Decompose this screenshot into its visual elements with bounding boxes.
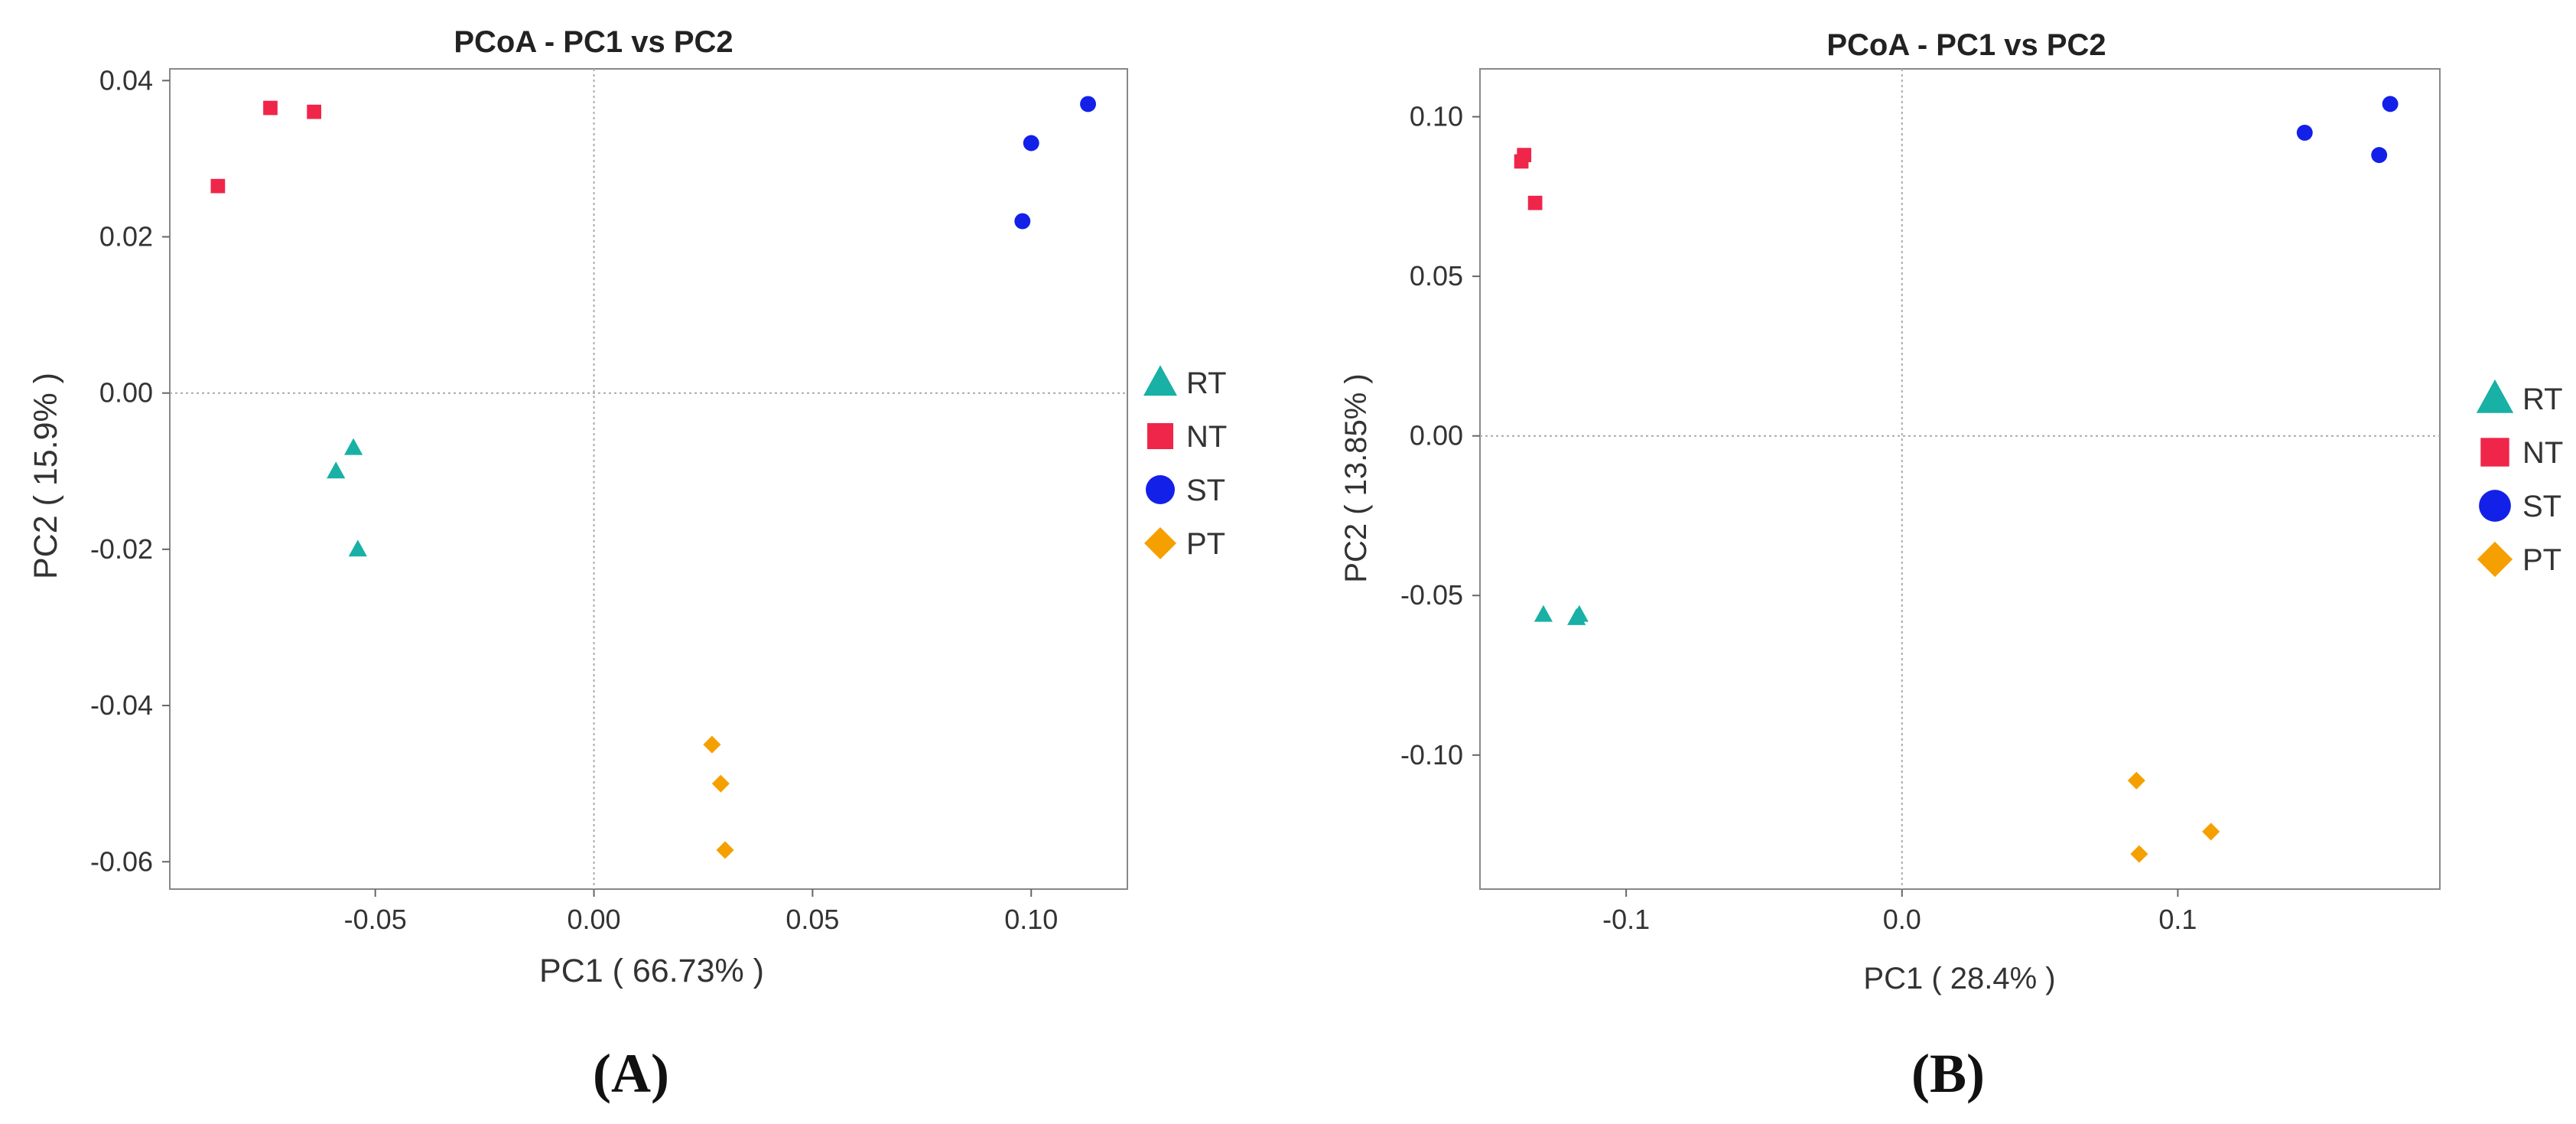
chart-a-y-tick-label: -0.02: [90, 533, 153, 565]
chart-a-legend: RT NT ST PT: [1143, 365, 1227, 561]
chart-a-legend-label-rt: RT: [1186, 367, 1227, 400]
chart-b-y-tick-label: 0.00: [1410, 420, 1463, 451]
chart-b-legend-marker-nt: [2480, 438, 2509, 467]
chart-a-point-rt: [348, 539, 367, 557]
chart-a-point-nt: [307, 104, 322, 119]
chart-b-legend: RT NT ST PT: [2476, 379, 2563, 578]
chart-b-points: [1514, 96, 2399, 863]
chart-b-legend-label-nt: NT: [2522, 436, 2563, 470]
chart-b-x-axis-title: PC1 ( 28.4% ): [1863, 962, 2055, 995]
chart-a-y-ticks: -0.06 -0.04 -0.02 0.00 0.02 0.04: [90, 64, 170, 877]
chart-a-y-tick-label: -0.04: [90, 689, 153, 721]
chart-b-point-nt: [1517, 148, 1532, 162]
chart-a-legend-label-nt: NT: [1186, 420, 1227, 454]
chart-a-point-nt: [210, 178, 226, 194]
chart-b-point-rt: [1569, 604, 1589, 622]
chart-a-point-pt: [716, 841, 734, 859]
chart-a-x-axis-title: PC1 ( 66.73% ): [539, 953, 764, 989]
chart-a-x-tick-label: 0.00: [567, 904, 620, 935]
chart-a-legend-marker-rt: [1143, 365, 1177, 396]
chart-b-y-tick-label: -0.10: [1400, 739, 1463, 771]
chart-a-x-tick-label: 0.10: [1004, 904, 1058, 935]
chart-a-x-tick-label: -0.05: [344, 904, 407, 935]
chart-b-y-axis-title: PC2 ( 13.85% ): [1339, 373, 1373, 582]
chart-a-point-pt: [711, 774, 730, 793]
chart-a-title: PCoA - PC1 vs PC2: [454, 25, 733, 59]
chart-b-point-st: [2296, 124, 2313, 141]
chart-b-y-tick-label: 0.10: [1410, 101, 1463, 132]
chart-a-point-st: [1023, 135, 1039, 151]
chart-b-x-tick-label: -0.1: [1602, 904, 1650, 935]
chart-b-y-tick-label: 0.05: [1410, 260, 1463, 292]
chart-b-legend-label-st: ST: [2522, 490, 2561, 523]
chart-a-point-st: [1014, 213, 1031, 230]
chart-a-point-rt: [344, 438, 363, 455]
chart-b-title: PCoA - PC1 vs PC2: [1826, 28, 2106, 62]
chart-b-point-nt: [1527, 195, 1543, 210]
chart-b-point-rt: [1534, 604, 1553, 622]
chart-a-y-tick-label: 0.02: [99, 221, 153, 252]
chart-b-legend-marker-st: [2479, 490, 2511, 522]
chart-a-legend-marker-pt: [1144, 527, 1176, 559]
chart-a-x-tick-label: 0.05: [785, 904, 839, 935]
chart-a-y-tick-label: 0.00: [99, 377, 153, 409]
chart-b-legend-marker-rt: [2476, 379, 2514, 413]
chart-b-legend-label-pt: PT: [2522, 543, 2561, 577]
chart-b-legend-marker-pt: [2477, 541, 2513, 578]
chart-b-y-ticks: -0.10 -0.05 0.00 0.05 0.10: [1400, 101, 1480, 771]
chart-b-panel-label: (B): [1911, 1043, 1985, 1104]
chart-b-point-pt: [2202, 823, 2220, 841]
chart-b-y-tick-label: -0.05: [1400, 579, 1463, 611]
chart-a-legend-label-st: ST: [1186, 474, 1225, 507]
chart-a-point-pt: [703, 735, 721, 754]
chart-a-y-tick-label: -0.06: [90, 845, 153, 877]
chart-a-point-nt: [263, 100, 278, 116]
chart-a-legend-label-pt: PT: [1186, 527, 1225, 561]
chart-b-point-st: [2382, 96, 2399, 112]
chart-b-x-tick-label: 0.0: [1883, 904, 1921, 935]
chart-a-legend-marker-nt: [1147, 423, 1173, 449]
chart-panel-a: PCoA - PC1 vs PC2 -0.06 -0.04 -0.02 0.00 0.0…: [28, 25, 1227, 1104]
chart-b-x-ticks: -0.1 0.0 0.1: [1602, 889, 2197, 935]
chart-a-panel-label: (A): [593, 1043, 669, 1104]
chart-a-plot-frame: [169, 68, 1128, 890]
chart-a-y-axis-title: PC2 ( 15.9% ): [28, 373, 64, 579]
chart-a-legend-marker-st: [1146, 475, 1175, 504]
chart-b-point-st: [2371, 147, 2388, 164]
chart-a-zero-lines: [170, 69, 1127, 889]
chart-a-y-tick-label: 0.04: [99, 64, 153, 96]
chart-b-point-pt: [2130, 845, 2148, 863]
chart-a-point-st: [1080, 96, 1096, 112]
chart-b-legend-label-rt: RT: [2522, 383, 2563, 416]
chart-b-x-tick-label: 0.1: [2158, 904, 2197, 935]
chart-b-point-pt: [2127, 771, 2145, 790]
chart-a-point-rt: [327, 461, 346, 479]
chart-b-plot-frame: [1479, 68, 2441, 890]
chart-b-zero-lines: [1480, 69, 2440, 889]
chart-a-points: [210, 96, 1096, 859]
chart-panel-b: PCoA - PC1 vs PC2 -0.10-0.050.000.050.10…: [1339, 28, 2563, 1104]
chart-a-x-ticks: -0.05 0.00 0.05 0.10: [344, 889, 1058, 935]
